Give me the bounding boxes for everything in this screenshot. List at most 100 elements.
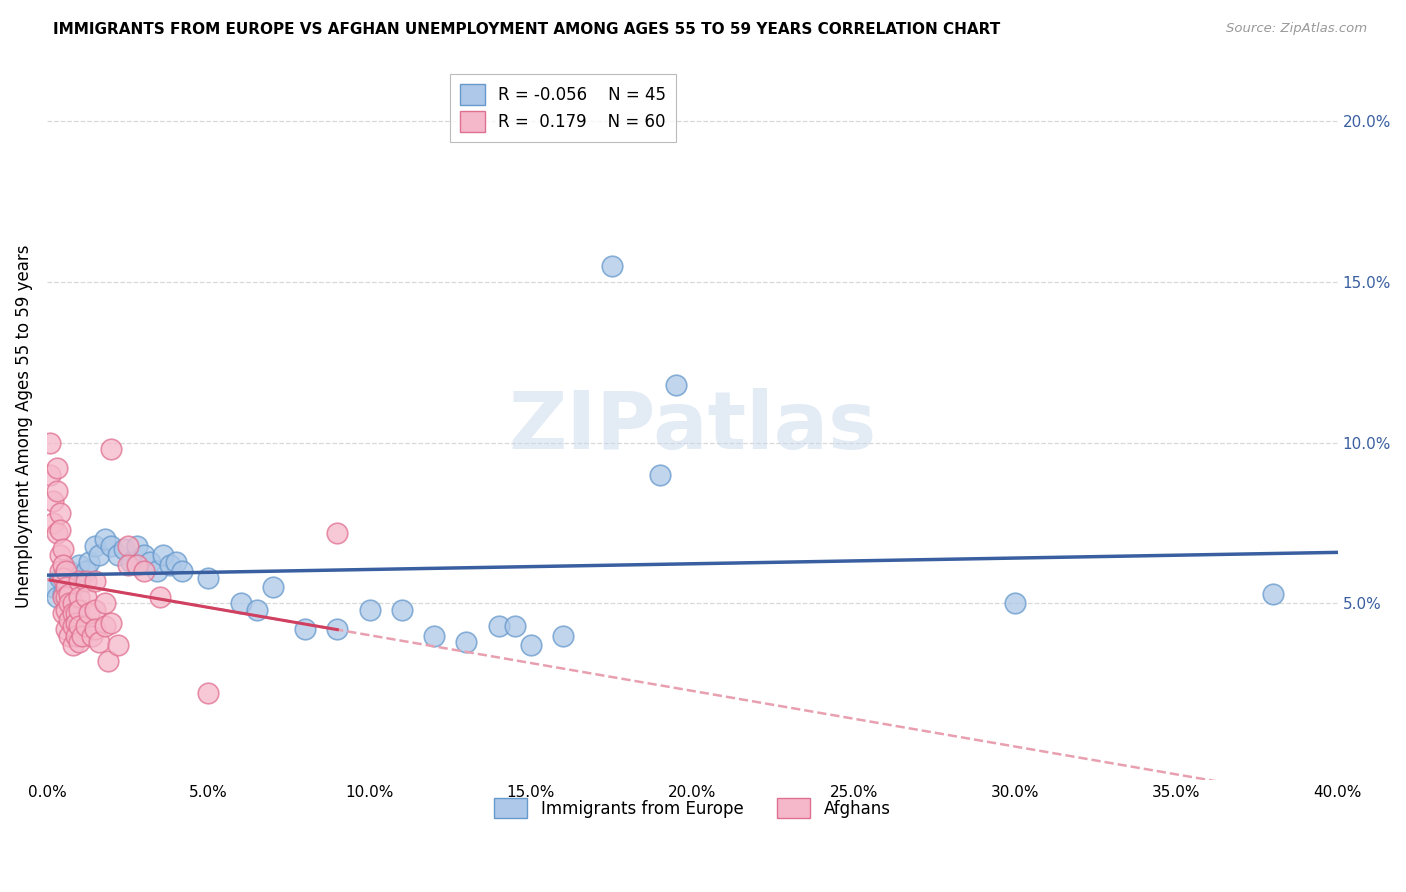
Point bbox=[94, 619, 117, 633]
Point bbox=[84, 603, 107, 617]
Point bbox=[67, 590, 90, 604]
Point bbox=[42, 516, 65, 530]
Point bbox=[49, 564, 72, 578]
Point bbox=[55, 564, 77, 578]
Point bbox=[75, 564, 97, 578]
Point bbox=[94, 597, 117, 611]
Point bbox=[107, 638, 129, 652]
Point bbox=[52, 571, 75, 585]
Point bbox=[58, 597, 80, 611]
Point bbox=[67, 619, 90, 633]
Point bbox=[84, 574, 107, 588]
Point bbox=[62, 597, 84, 611]
Point bbox=[84, 622, 107, 636]
Point bbox=[75, 619, 97, 633]
Point bbox=[65, 615, 87, 630]
Point bbox=[100, 442, 122, 457]
Point bbox=[77, 555, 100, 569]
Point bbox=[52, 590, 75, 604]
Point bbox=[139, 555, 162, 569]
Point bbox=[165, 555, 187, 569]
Point bbox=[520, 638, 543, 652]
Point bbox=[55, 590, 77, 604]
Point bbox=[262, 581, 284, 595]
Point bbox=[62, 581, 84, 595]
Point bbox=[55, 574, 77, 588]
Point bbox=[58, 564, 80, 578]
Point bbox=[75, 590, 97, 604]
Point bbox=[45, 590, 67, 604]
Point bbox=[55, 581, 77, 595]
Point bbox=[326, 525, 349, 540]
Point bbox=[45, 461, 67, 475]
Point bbox=[55, 622, 77, 636]
Text: IMMIGRANTS FROM EUROPE VS AFGHAN UNEMPLOYMENT AMONG AGES 55 TO 59 YEARS CORRELAT: IMMIGRANTS FROM EUROPE VS AFGHAN UNEMPLO… bbox=[53, 22, 1001, 37]
Text: ZIPatlas: ZIPatlas bbox=[508, 388, 876, 466]
Point bbox=[488, 619, 510, 633]
Legend: Immigrants from Europe, Afghans: Immigrants from Europe, Afghans bbox=[488, 791, 897, 825]
Point bbox=[49, 548, 72, 562]
Point bbox=[294, 622, 316, 636]
Point bbox=[49, 507, 72, 521]
Point bbox=[65, 606, 87, 620]
Point bbox=[197, 571, 219, 585]
Point bbox=[52, 606, 75, 620]
Point bbox=[84, 539, 107, 553]
Point bbox=[246, 603, 269, 617]
Point bbox=[58, 613, 80, 627]
Point bbox=[58, 587, 80, 601]
Point bbox=[67, 603, 90, 617]
Point bbox=[45, 525, 67, 540]
Point bbox=[87, 635, 110, 649]
Point bbox=[600, 259, 623, 273]
Text: Source: ZipAtlas.com: Source: ZipAtlas.com bbox=[1226, 22, 1367, 36]
Point bbox=[553, 629, 575, 643]
Point bbox=[67, 558, 90, 572]
Point bbox=[67, 574, 90, 588]
Point bbox=[72, 629, 94, 643]
Point bbox=[75, 574, 97, 588]
Point bbox=[152, 548, 174, 562]
Point bbox=[503, 619, 526, 633]
Point bbox=[39, 467, 62, 482]
Point bbox=[391, 603, 413, 617]
Point bbox=[423, 629, 446, 643]
Point bbox=[58, 629, 80, 643]
Point bbox=[100, 539, 122, 553]
Point bbox=[145, 564, 167, 578]
Point bbox=[49, 523, 72, 537]
Point bbox=[97, 654, 120, 668]
Y-axis label: Unemployment Among Ages 55 to 59 years: Unemployment Among Ages 55 to 59 years bbox=[15, 245, 32, 608]
Point bbox=[127, 558, 149, 572]
Point bbox=[132, 548, 155, 562]
Point bbox=[52, 558, 75, 572]
Point bbox=[326, 622, 349, 636]
Point bbox=[77, 606, 100, 620]
Point bbox=[197, 686, 219, 700]
Point bbox=[65, 629, 87, 643]
Point bbox=[665, 377, 688, 392]
Point bbox=[49, 571, 72, 585]
Point bbox=[229, 597, 252, 611]
Point bbox=[172, 564, 194, 578]
Point bbox=[42, 493, 65, 508]
Point bbox=[112, 541, 135, 556]
Point bbox=[648, 467, 671, 482]
Point bbox=[359, 603, 381, 617]
Point bbox=[42, 581, 65, 595]
Point bbox=[132, 564, 155, 578]
Point bbox=[1004, 597, 1026, 611]
Point bbox=[62, 606, 84, 620]
Point bbox=[62, 638, 84, 652]
Point bbox=[100, 615, 122, 630]
Point bbox=[80, 629, 103, 643]
Point bbox=[117, 558, 139, 572]
Point bbox=[52, 541, 75, 556]
Point bbox=[127, 539, 149, 553]
Point bbox=[120, 555, 142, 569]
Point bbox=[62, 619, 84, 633]
Point bbox=[456, 635, 478, 649]
Point bbox=[39, 435, 62, 450]
Point bbox=[159, 558, 181, 572]
Point bbox=[149, 590, 172, 604]
